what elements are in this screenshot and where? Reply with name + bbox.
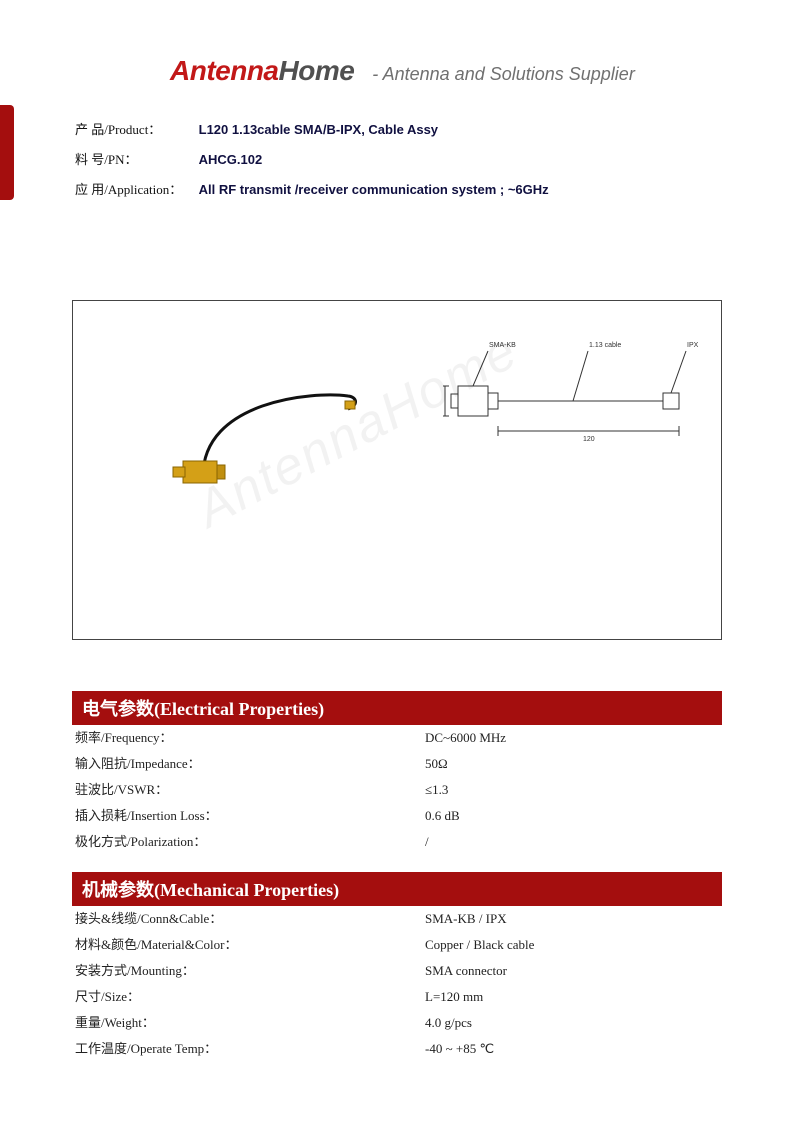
- electrical-section: 电气参数(Electrical Properties): [72, 691, 722, 725]
- table-row: 接头&线缆/Conn&Cable：SMA-KB / IPX: [75, 906, 725, 932]
- table-row: 工作温度/Operate Temp：-40 ~ +85 ℃: [75, 1036, 725, 1062]
- product-row: 产 品/Product： L120 1.13cable SMA/B-IPX, C…: [75, 115, 549, 145]
- prop-label: 驻波比/VSWR：: [75, 777, 425, 803]
- prop-label: 极化方式/Polarization：: [75, 829, 425, 855]
- pn-label: 料 号/PN：: [75, 145, 195, 175]
- prop-value: ≤1.3: [425, 777, 448, 803]
- mechanical-table: 接头&线缆/Conn&Cable：SMA-KB / IPX 材料&颜色/Mate…: [75, 906, 725, 1062]
- table-row: 输入阻抗/Impedance：50Ω: [75, 751, 725, 777]
- prop-value: SMA-KB / IPX: [425, 906, 507, 932]
- product-info: 产 品/Product： L120 1.13cable SMA/B-IPX, C…: [75, 115, 549, 205]
- prop-value: 4.0 g/pcs: [425, 1010, 472, 1036]
- prop-value: SMA connector: [425, 958, 507, 984]
- diagram-label-ipx: IPX: [687, 342, 699, 349]
- side-accent-bar: [0, 105, 14, 200]
- prop-value: /: [425, 829, 429, 855]
- prop-value: Copper / Black cable: [425, 932, 534, 958]
- prop-label: 输入阻抗/Impedance：: [75, 751, 425, 777]
- table-row: 极化方式/Polarization： /: [75, 829, 725, 855]
- prop-label: 插入损耗/Insertion Loss：: [75, 803, 425, 829]
- table-row: 材料&颜色/Material&Color：Copper / Black cabl…: [75, 932, 725, 958]
- prop-label: 频率/Frequency：: [75, 725, 425, 751]
- prop-label: 重量/Weight：: [75, 1010, 425, 1036]
- logo: AntennaHome: [170, 55, 354, 87]
- tagline: - Antenna and Solutions Supplier: [372, 64, 635, 85]
- electrical-table: 频率/Frequency：DC~6000 MHz 输入阻抗/Impedance：…: [75, 725, 725, 855]
- table-row: 插入损耗/Insertion Loss：0.6 dB: [75, 803, 725, 829]
- figure-box: SMA-KB 1.13 cable IPX 120 7.00: [72, 300, 722, 640]
- mechanical-section: 机械参数(Mechanical Properties): [72, 872, 722, 906]
- logo-gray: Home: [279, 55, 355, 86]
- diagram-dim-length: 120: [583, 436, 595, 443]
- prop-label: 材料&颜色/Material&Color：: [75, 932, 425, 958]
- product-label: 产 品/Product：: [75, 115, 195, 145]
- application-row: 应 用/Application： All RF transmit /receiv…: [75, 175, 549, 205]
- electrical-title: 电气参数(Electrical Properties): [72, 691, 722, 725]
- prop-value: 50Ω: [425, 751, 448, 777]
- mechanical-title: 机械参数(Mechanical Properties): [72, 872, 722, 906]
- application-label: 应 用/Application：: [75, 175, 195, 205]
- table-row: 驻波比/VSWR：≤1.3: [75, 777, 725, 803]
- prop-value: 0.6 dB: [425, 803, 460, 829]
- pn-row: 料 号/PN： AHCG.102: [75, 145, 549, 175]
- application-value: All RF transmit /receiver communication …: [199, 182, 549, 197]
- logo-red: Antenna: [170, 55, 279, 86]
- prop-label: 接头&线缆/Conn&Cable：: [75, 906, 425, 932]
- technical-diagram: SMA-KB 1.13 cable IPX 120 7.00: [443, 331, 713, 461]
- header: AntennaHome - Antenna and Solutions Supp…: [170, 55, 635, 87]
- diagram-label-cable: 1.13 cable: [589, 342, 621, 349]
- prop-value: DC~6000 MHz: [425, 725, 506, 751]
- table-row: 重量/Weight：4.0 g/pcs: [75, 1010, 725, 1036]
- prop-value: -40 ~ +85 ℃: [425, 1036, 494, 1062]
- diagram-label-sma: SMA-KB: [489, 342, 516, 349]
- prop-value: L=120 mm: [425, 984, 483, 1010]
- prop-label: 尺寸/Size：: [75, 984, 425, 1010]
- table-row: 尺寸/Size：L=120 mm: [75, 984, 725, 1010]
- product-value: L120 1.13cable SMA/B-IPX, Cable Assy: [199, 122, 438, 137]
- cable-photo: [133, 341, 393, 491]
- prop-label: 安装方式/Mounting：: [75, 958, 425, 984]
- prop-label: 工作温度/Operate Temp：: [75, 1036, 425, 1062]
- table-row: 频率/Frequency：DC~6000 MHz: [75, 725, 725, 751]
- pn-value: AHCG.102: [199, 152, 263, 167]
- table-row: 安装方式/Mounting：SMA connector: [75, 958, 725, 984]
